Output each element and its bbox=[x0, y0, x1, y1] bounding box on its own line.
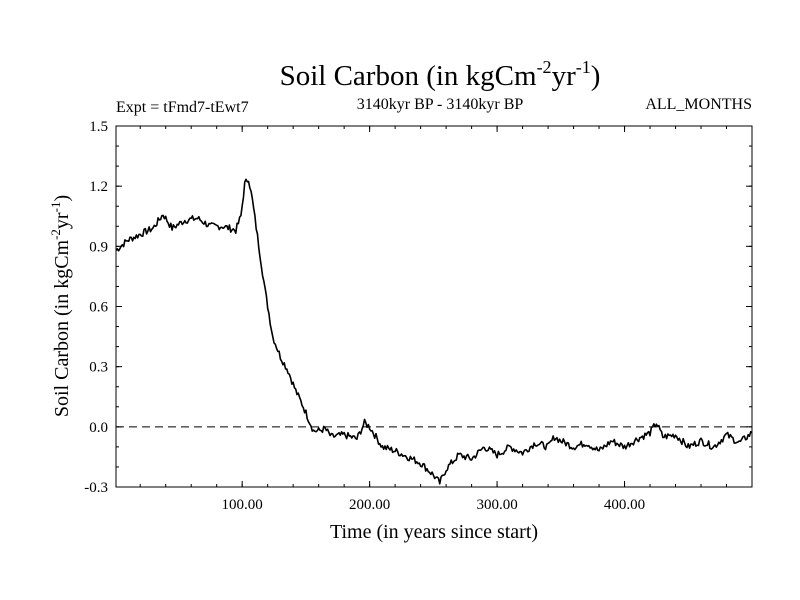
y-tick-label: 1.2 bbox=[89, 179, 108, 195]
y-tick-label: 0.3 bbox=[89, 360, 108, 376]
y-tick-label: 0.6 bbox=[89, 300, 108, 316]
plot-frame bbox=[115, 125, 753, 488]
x-tick-label: 400.00 bbox=[604, 497, 645, 513]
y-axis-label: Soil Carbon (in kgCm-2yr-1) bbox=[48, 195, 73, 417]
axis-ticks: -0.3 0.0 0.3 0.6 0.9 1.2 1.5 100.00 200.00 300.00… bbox=[84, 119, 752, 513]
data-series bbox=[115, 178, 753, 485]
series-line-soil-carbon bbox=[115, 178, 753, 485]
y-tick-label: -0.3 bbox=[84, 480, 108, 496]
x-tick-label: 300.00 bbox=[476, 497, 517, 513]
chart-title: Soil Carbon (in kgCm-2yr-1) bbox=[280, 57, 601, 92]
y-tick-label: 1.5 bbox=[89, 119, 108, 135]
x-tick-label: 200.00 bbox=[349, 497, 390, 513]
y-tick-label: 0.0 bbox=[89, 420, 108, 436]
x-axis-label: Time (in years since start) bbox=[330, 521, 538, 543]
y-tick-label: 0.9 bbox=[89, 239, 108, 255]
months-label: ALL_MONTHS bbox=[645, 96, 752, 113]
period-label: 3140kyr BP - 3140kyr BP bbox=[357, 96, 524, 113]
x-tick-label: 100.00 bbox=[222, 497, 263, 513]
experiment-label: Expt = tFmd7-tEwt7 bbox=[116, 99, 249, 116]
